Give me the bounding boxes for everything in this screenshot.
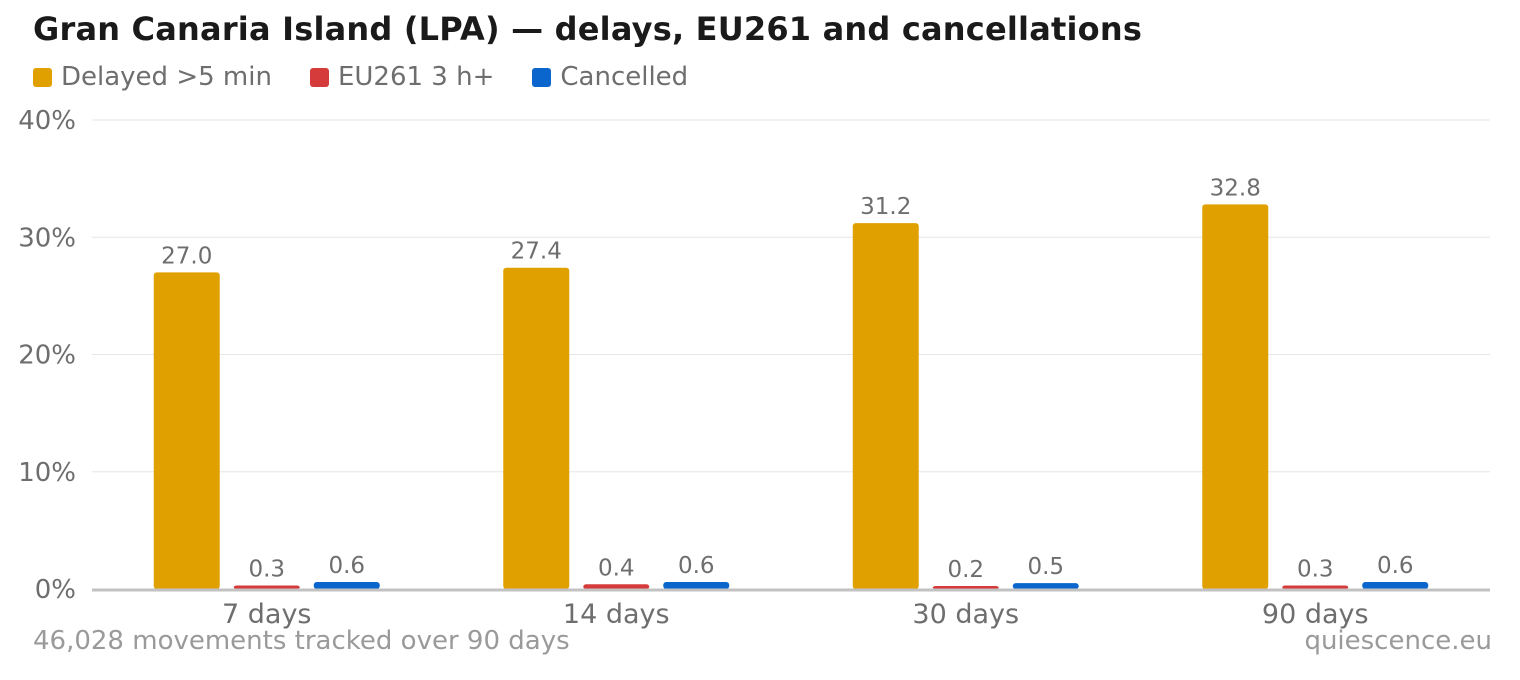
data-label-cancelled: 0.5 bbox=[1027, 554, 1064, 580]
legend-label-delayed: Delayed >5 min bbox=[61, 62, 272, 92]
data-label-eu261: 0.3 bbox=[248, 556, 285, 582]
legend-swatch-eu261 bbox=[309, 67, 329, 87]
bar-cancelled bbox=[663, 581, 730, 589]
data-label-cancelled: 0.6 bbox=[1377, 553, 1414, 579]
legend: Delayed >5 min EU261 3 h+ Cancelled bbox=[33, 60, 726, 94]
data-label-eu261: 0.3 bbox=[1297, 556, 1334, 582]
y-tick-label: 20% bbox=[18, 341, 76, 371]
bar-eu261 bbox=[583, 584, 650, 589]
data-label-eu261: 0.4 bbox=[598, 555, 635, 581]
y-tick-label: 10% bbox=[18, 458, 76, 488]
x-tick-label: 30 days bbox=[912, 599, 1019, 630]
x-tick-label: 90 days bbox=[1262, 599, 1369, 630]
legend-item-cancelled: Cancelled bbox=[532, 62, 688, 92]
legend-swatch-delayed bbox=[33, 67, 52, 87]
chart-title: Gran Canaria Island (LPA) — delays, EU26… bbox=[33, 10, 1143, 48]
data-label-delayed: 31.2 bbox=[860, 194, 911, 220]
x-tick-label: 14 days bbox=[563, 599, 670, 630]
bar-cancelled bbox=[1012, 583, 1079, 589]
y-tick-label: 30% bbox=[18, 223, 76, 253]
bar-delayed bbox=[153, 272, 220, 589]
bar-cancelled bbox=[313, 581, 380, 589]
bar-delayed bbox=[852, 223, 919, 589]
data-label-cancelled: 0.6 bbox=[328, 553, 365, 579]
bar-cancelled bbox=[1362, 581, 1429, 589]
legend-item-delayed: Delayed >5 min bbox=[33, 62, 272, 92]
legend-item-eu261: EU261 3 h+ bbox=[309, 62, 495, 92]
legend-label-cancelled: Cancelled bbox=[560, 62, 689, 92]
data-label-delayed: 32.8 bbox=[1210, 175, 1261, 201]
bar-eu261 bbox=[233, 585, 300, 589]
data-label-delayed: 27.0 bbox=[161, 243, 212, 269]
bar-eu261 bbox=[932, 586, 999, 589]
data-label-delayed: 27.4 bbox=[511, 239, 562, 265]
bar-delayed bbox=[1202, 204, 1269, 590]
data-label-eu261: 0.2 bbox=[947, 557, 984, 583]
y-tick-label: 0% bbox=[35, 575, 76, 605]
bar-delayed bbox=[503, 267, 570, 589]
y-tick-label: 40% bbox=[18, 106, 76, 136]
legend-swatch-cancelled bbox=[532, 67, 552, 87]
bar-eu261 bbox=[1282, 585, 1349, 589]
source-label: quiescence.eu bbox=[1304, 626, 1492, 656]
data-label-cancelled: 0.6 bbox=[678, 553, 715, 579]
footnote: 46,028 movements tracked over 90 days bbox=[33, 626, 570, 656]
x-tick-label: 7 days bbox=[222, 599, 312, 630]
legend-label-eu261: EU261 3 h+ bbox=[337, 62, 495, 92]
